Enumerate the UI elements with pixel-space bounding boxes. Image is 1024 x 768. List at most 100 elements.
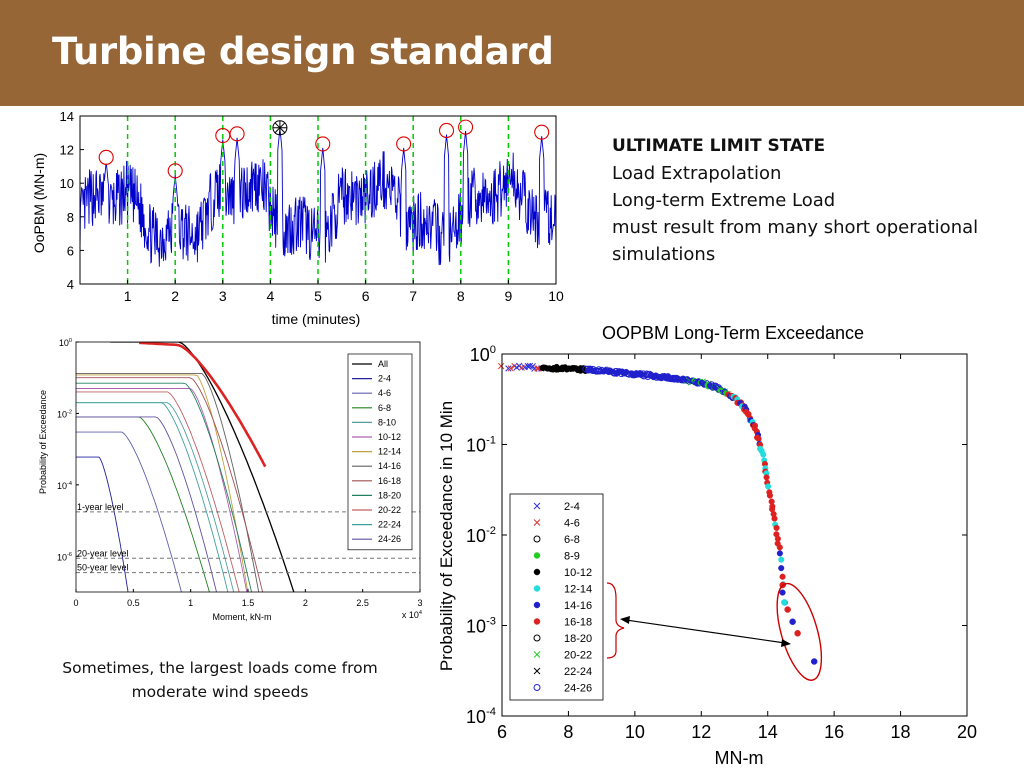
bin-curve-All	[110, 342, 295, 592]
legend-marker	[533, 651, 541, 658]
marker-stroke	[533, 519, 541, 526]
data-point	[763, 474, 770, 481]
tail-data-point	[784, 606, 791, 613]
data-point	[776, 550, 783, 557]
tick-label-exponent: -6	[67, 552, 72, 558]
tick-label-base: 10	[466, 526, 486, 546]
bin-curve-10-12	[76, 388, 248, 592]
x-tick-label: 10	[625, 722, 645, 742]
scatter-points	[497, 362, 818, 665]
legend-label: 6-8	[378, 403, 391, 413]
x-axis-label: Moment, kN-m	[212, 612, 271, 622]
extrapolated-fit-curve	[139, 342, 267, 468]
data-point	[771, 515, 778, 522]
tail-highlight-ellipse	[776, 582, 823, 681]
x-tick-label: 1	[124, 288, 132, 304]
marker-stroke	[526, 362, 534, 370]
x-tick-label: 1.5	[242, 598, 255, 608]
data-point	[778, 556, 785, 563]
peak-marker	[98, 149, 114, 165]
legend-label: 24-26	[378, 534, 401, 544]
x-tick-label: 18	[891, 722, 911, 742]
legend-label: 22-24	[564, 666, 592, 678]
tick-label-base: 10	[57, 409, 67, 419]
y-tick-label: 10-2	[57, 409, 72, 419]
bin-curve-20-22	[76, 391, 240, 592]
bin-curve-18-20	[76, 382, 252, 592]
tick-label-exponent: 4	[419, 610, 422, 616]
x-tick-label: 7	[409, 288, 417, 304]
bin-curve-4-6	[76, 431, 182, 592]
y-tick-label: 100	[470, 344, 496, 365]
y-tick-label: 6	[67, 243, 74, 258]
legend-marker	[533, 667, 541, 675]
tick-label-exponent: -4	[486, 706, 496, 718]
text-line: must result from many short operational …	[612, 217, 979, 265]
y-tick-label: 100	[59, 338, 72, 348]
marker-stroke	[505, 365, 512, 372]
x-multiplier-label: x 104	[402, 610, 422, 620]
peak-marker	[438, 122, 455, 139]
return-level-label: 1-year level	[77, 502, 124, 512]
legend-label: 2-4	[564, 501, 580, 513]
marker-stroke	[533, 651, 541, 658]
tick-label-base: 10	[466, 707, 486, 727]
time-series-line	[79, 129, 557, 267]
y-tick-label: 10-6	[57, 552, 72, 562]
max-peak-marker-stroke	[274, 122, 286, 134]
legend-label: 24-26	[564, 683, 592, 695]
y-tick-label: 10-2	[466, 525, 496, 546]
data-point	[505, 365, 512, 372]
y-tick-label: 10-4	[57, 481, 72, 491]
data-point	[779, 589, 786, 596]
tail-data-point	[794, 630, 801, 637]
y-tick-label: 4	[67, 277, 74, 292]
tick-label-base: 10	[466, 617, 486, 637]
x-tick-label: 2	[171, 288, 179, 304]
legend-label: 20-22	[564, 650, 592, 662]
legend-marker	[533, 601, 541, 609]
tick-label-base: x 10	[402, 610, 419, 620]
tick-label-base: 10	[466, 436, 486, 456]
y-tick-label: 14	[60, 109, 74, 124]
y-tick-label: 12	[60, 143, 74, 158]
peak-marker	[229, 126, 245, 142]
bin-curve-24-26	[76, 416, 217, 592]
legend-marker	[533, 634, 541, 642]
legend-marker	[533, 568, 541, 576]
marker-stroke	[515, 362, 523, 370]
legend-marker	[533, 552, 541, 559]
bin-curve-14-16	[76, 373, 260, 592]
data-point	[766, 492, 773, 499]
bin-curve-12-14	[76, 374, 249, 592]
return-level-label: 50-year level	[77, 563, 129, 573]
tail-data-point	[810, 658, 818, 665]
peak-marker	[167, 163, 183, 179]
bin-curve-2-4	[76, 456, 129, 592]
peak-marker	[534, 124, 550, 140]
x-tick-label: 5	[314, 288, 322, 304]
chart-title: OOPBM Long-Term Exceedance	[602, 323, 864, 343]
x-tick-label: 8	[457, 288, 465, 304]
x-tick-label: 3	[417, 598, 422, 608]
y-tick-label: 10-3	[466, 615, 496, 636]
peak-marker	[315, 136, 331, 152]
legend-box	[509, 493, 604, 701]
marker-stroke	[497, 362, 505, 370]
legend-marker	[533, 502, 541, 510]
y-tick-label: 10	[60, 176, 74, 191]
data-point	[779, 573, 786, 580]
tick-label-base: 10	[57, 481, 67, 491]
legend-label: 6-8	[564, 534, 580, 546]
x-tick-label: 4	[267, 288, 275, 304]
bin-curve-22-24	[76, 402, 229, 592]
bin-exceedance-chart: 1-year level 20-year level 50-year level 0 0…	[38, 338, 423, 622]
return-level-label: 20-year level	[77, 548, 129, 558]
tail-data-point	[789, 618, 796, 626]
marker-stroke	[507, 365, 514, 372]
legend-label: 2-4	[378, 374, 391, 384]
x-tick-label: 8	[563, 722, 573, 742]
marker-stroke	[529, 363, 536, 370]
x-tick-label: 2	[303, 598, 308, 608]
legend-label: 8-9	[564, 551, 580, 563]
